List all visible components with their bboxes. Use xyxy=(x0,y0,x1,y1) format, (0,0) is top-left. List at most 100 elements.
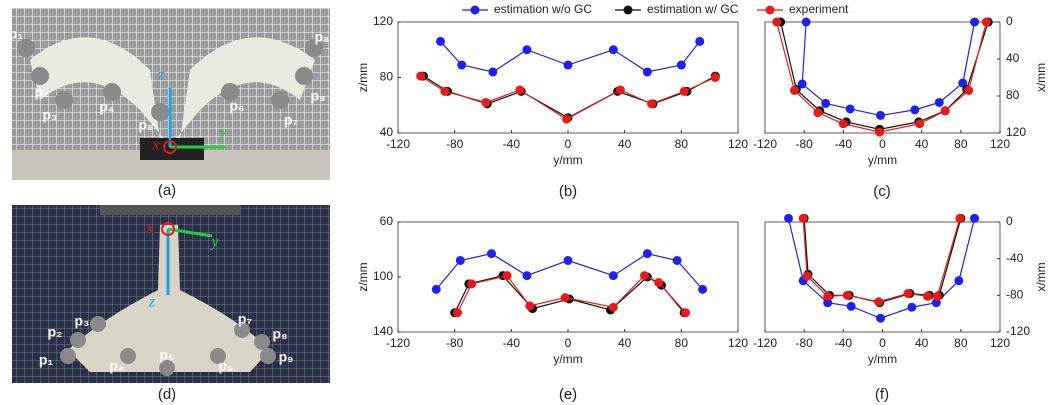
point xyxy=(821,98,831,108)
axis-label: y xyxy=(217,124,227,141)
point xyxy=(487,249,496,259)
y-tick-label: 120 xyxy=(1006,125,1026,139)
point-label: p₈ xyxy=(272,326,287,342)
y-tick-label: -80 xyxy=(1006,288,1024,302)
axis-label: y xyxy=(209,234,219,251)
point xyxy=(845,104,855,114)
point xyxy=(562,114,572,124)
x-tick-label: 80 xyxy=(954,336,968,350)
panel-caption: (c) xyxy=(873,183,891,200)
legend-marker xyxy=(623,5,633,15)
x-tick-label: -80 xyxy=(446,336,464,350)
axis-label: x xyxy=(145,220,153,237)
point-label: p₇ xyxy=(284,112,298,128)
point xyxy=(698,284,708,294)
point xyxy=(907,302,917,312)
legend-label: experiment xyxy=(789,2,849,16)
x-tick-label: 120 xyxy=(728,336,748,350)
series-line xyxy=(803,218,962,304)
point-label: p₁ xyxy=(39,352,54,368)
point xyxy=(970,17,980,27)
point xyxy=(954,276,964,286)
point-label: p₆ xyxy=(230,98,245,114)
point xyxy=(654,278,664,287)
point xyxy=(642,67,652,77)
series-line xyxy=(456,274,687,314)
axis-label: z xyxy=(148,294,156,311)
point xyxy=(672,256,682,265)
point xyxy=(525,301,535,311)
y-axis-label: x/mm xyxy=(1034,262,1048,291)
point-label: p₆ xyxy=(219,358,234,374)
series-line xyxy=(780,21,989,130)
point xyxy=(615,85,625,95)
point-label: p₇ xyxy=(238,311,252,327)
point xyxy=(642,249,652,259)
point-label: p₅ xyxy=(160,347,175,363)
point xyxy=(784,213,793,223)
point xyxy=(431,284,441,294)
point xyxy=(958,78,968,88)
point-label: p₂ xyxy=(48,324,63,340)
legend-marker xyxy=(470,5,480,15)
x-tick-label: -40 xyxy=(835,336,853,350)
point xyxy=(772,17,782,27)
x-tick-label: -80 xyxy=(795,336,813,350)
point xyxy=(842,290,852,300)
point xyxy=(481,97,491,107)
legend-label: estimation w/o GC xyxy=(494,2,592,16)
x-tick-label: 40 xyxy=(618,137,632,151)
point-label: p₈ xyxy=(310,88,325,104)
y-tick-label: 0 xyxy=(1006,214,1013,228)
point xyxy=(436,36,445,46)
y-tick-label: 60 xyxy=(380,214,394,228)
x-tick-label: 40 xyxy=(915,137,929,151)
x-tick-label: 80 xyxy=(675,336,689,350)
x-tick-label: 0 xyxy=(879,336,886,350)
x-tick-label: -40 xyxy=(503,137,521,151)
point xyxy=(838,119,848,129)
point xyxy=(608,45,618,55)
point xyxy=(522,45,532,55)
point-label: p₉ xyxy=(279,349,294,365)
point xyxy=(981,17,991,27)
point-label: p₂ xyxy=(35,84,50,100)
point xyxy=(955,213,965,223)
point-label: p₄ xyxy=(99,99,114,115)
point xyxy=(802,271,812,281)
panel-caption: (b) xyxy=(559,183,577,200)
point xyxy=(710,73,720,82)
point xyxy=(457,60,467,70)
series-line xyxy=(802,218,961,303)
point xyxy=(932,291,942,301)
point xyxy=(823,298,833,308)
y-axis-label: z/mm xyxy=(356,63,370,92)
point xyxy=(823,291,833,301)
y-tick-label: 40 xyxy=(1006,51,1020,65)
point xyxy=(676,60,686,70)
point xyxy=(875,127,885,137)
x-tick-label: 80 xyxy=(954,137,968,151)
point xyxy=(695,36,705,46)
point xyxy=(467,279,477,289)
x-axis-label: y/mm xyxy=(553,352,582,366)
point xyxy=(440,86,450,96)
point xyxy=(797,79,807,89)
point xyxy=(876,110,886,120)
x-tick-label: 120 xyxy=(990,137,1010,151)
point xyxy=(970,213,980,223)
y-tick-label: 80 xyxy=(380,70,394,84)
x-tick-label: -120 xyxy=(386,137,410,151)
point xyxy=(915,119,925,129)
point xyxy=(681,308,691,318)
x-tick-label: -120 xyxy=(386,336,410,350)
photo-d xyxy=(12,205,330,383)
point xyxy=(910,105,920,115)
x-tick-label: -120 xyxy=(753,137,777,151)
x-tick-label: 40 xyxy=(618,336,632,350)
point xyxy=(455,256,465,265)
point xyxy=(846,301,856,311)
point-label: p₃ xyxy=(42,107,57,123)
x-axis-label: y/mm xyxy=(553,153,582,167)
x-tick-label: 0 xyxy=(565,336,572,350)
